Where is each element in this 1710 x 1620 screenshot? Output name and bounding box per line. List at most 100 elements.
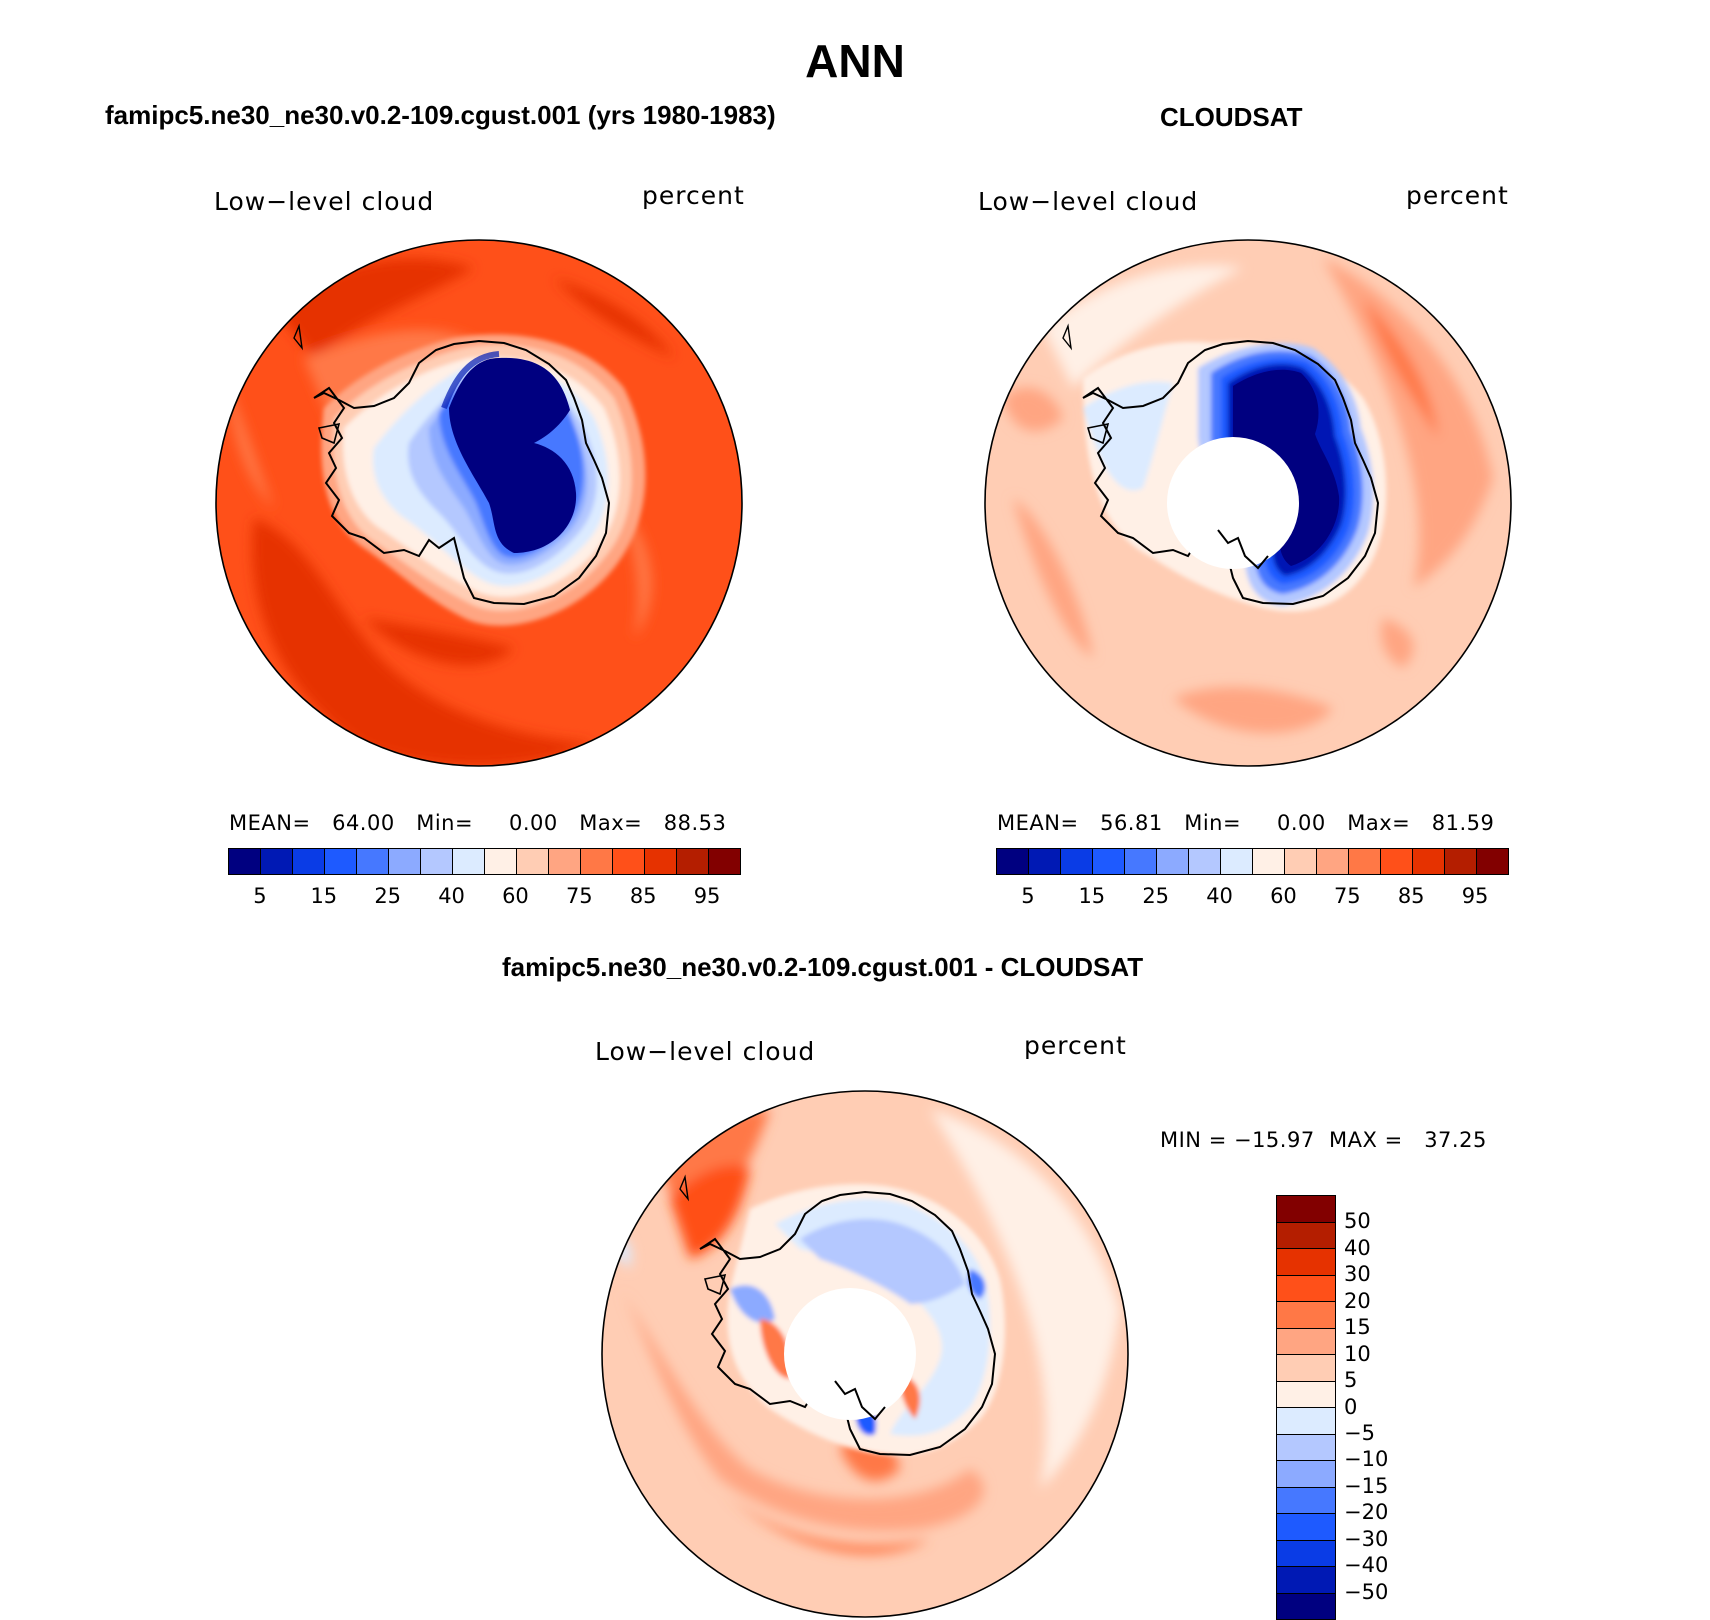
colorbar-swatch: [1349, 849, 1381, 874]
colorbar-swatch: [1125, 849, 1157, 874]
polar-map-diff: [601, 1090, 1129, 1618]
colorbar-model: [228, 848, 741, 875]
colorbar-swatch: [1157, 849, 1189, 874]
colorbar-tick-label: 60: [1270, 884, 1297, 908]
colorbar-swatch: [997, 849, 1029, 874]
colorbar-swatch: [1277, 1355, 1335, 1382]
colorbar-swatch: [613, 849, 645, 874]
colorbar-swatch: [549, 849, 581, 874]
colorbar-tick-label: −15: [1344, 1473, 1389, 1498]
colorbar-tick-label: 95: [1461, 884, 1489, 908]
colorbar-ticks-model: 5 15 25 40 60 75 85 95: [228, 884, 739, 910]
colorbar-swatch: [1189, 849, 1221, 874]
colorbar-swatch: [677, 849, 709, 874]
colorbar-tick-label: −30: [1344, 1526, 1389, 1551]
colorbar-swatch: [1277, 1567, 1335, 1594]
colorbar-ticks-diff: 50 40 30 20 15 10 5 0 −5 −10 −15 −20 −30 −40 −50: [1344, 1195, 1424, 1618]
colorbar-tick-label: 40: [1206, 884, 1233, 908]
colorbar-swatch: [421, 849, 453, 874]
colorbar-tick-label: −40: [1344, 1553, 1389, 1578]
colorbar-swatch: [1277, 1222, 1335, 1249]
colorbar-tick-label: 40: [1344, 1235, 1371, 1260]
colorbar-tick-label: 25: [1142, 884, 1170, 908]
colorbar-swatch: [1277, 1461, 1335, 1488]
diff-field: [602, 1091, 1128, 1617]
map-border-model: [215, 239, 743, 767]
colorbar-swatch: [1381, 849, 1413, 874]
colorbar-tick-label: −10: [1344, 1447, 1389, 1472]
colorbar-swatch: [1277, 1487, 1335, 1514]
panel-title-obs: CLOUDSAT: [1160, 102, 1303, 132]
colorbar-swatch: [1277, 1275, 1335, 1302]
panel-title-model: famipc5.ne30_ne30.v0.2-109.cgust.001 (yr…: [105, 100, 776, 130]
colorbar-tick-label: 15: [310, 884, 338, 908]
colorbar-swatch: [645, 849, 677, 874]
polar-map-obs: [984, 239, 1512, 767]
colorbar-tick-label: 85: [1397, 884, 1425, 908]
colorbar-swatch: [1477, 849, 1508, 874]
colorbar-swatch: [1317, 849, 1349, 874]
colorbar-swatch: [1093, 849, 1125, 874]
colorbar-swatch: [1277, 1381, 1335, 1408]
colorbar-tick-label: −50: [1344, 1579, 1389, 1604]
colorbar-diff: [1276, 1195, 1336, 1620]
colorbar-tick-label: 20: [1344, 1288, 1371, 1313]
colorbar-swatch: [1277, 1302, 1335, 1329]
units-label-diff: percent: [1024, 1031, 1127, 1060]
colorbar-swatch: [1277, 1540, 1335, 1567]
colorbar-tick-label: 40: [438, 884, 465, 908]
colorbar-swatch: [1061, 849, 1093, 874]
colorbar-swatch: [1277, 1196, 1335, 1223]
colorbar-tick-label: 10: [1344, 1341, 1371, 1366]
colorbar-swatch: [1277, 1514, 1335, 1541]
colorbar-swatch: [517, 849, 549, 874]
colorbar-tick-label: 30: [1344, 1262, 1371, 1287]
map-border-obs: [984, 239, 1512, 767]
colorbar-tick-label: 5: [253, 884, 267, 908]
stats-diff: MIN = −15.97 MAX = 37.25: [1160, 1128, 1487, 1152]
obs-field: [985, 240, 1511, 766]
figure-title: ANN: [805, 35, 905, 87]
colorbar-tick-label: −5: [1344, 1420, 1375, 1445]
colorbar-swatch: [1277, 1249, 1335, 1276]
colorbar-swatch: [229, 849, 261, 874]
colorbar-swatch: [1285, 849, 1317, 874]
units-label-model: percent: [642, 181, 745, 210]
variable-label-obs: Low−level cloud: [978, 187, 1199, 216]
colorbar-tick-label: 15: [1344, 1315, 1371, 1340]
model-field: [216, 240, 742, 766]
colorbar-tick-label: 95: [693, 884, 721, 908]
colorbar-tick-label: 85: [629, 884, 657, 908]
colorbar-swatch: [1277, 1434, 1335, 1461]
variable-label-model: Low−level cloud: [214, 187, 435, 216]
colorbar-swatch: [1413, 849, 1445, 874]
colorbar-swatch: [1029, 849, 1061, 874]
colorbar-tick-label: 5: [1021, 884, 1035, 908]
colorbar-swatch: [1277, 1593, 1335, 1619]
colorbar-tick-label: 50: [1344, 1209, 1371, 1234]
variable-label-diff: Low−level cloud: [595, 1037, 816, 1066]
colorbar-swatch: [357, 849, 389, 874]
colorbar-tick-label: 15: [1078, 884, 1106, 908]
colorbar-ticks-obs: 5 15 25 40 60 75 85 95: [996, 884, 1507, 910]
polar-map-model: [215, 239, 743, 767]
colorbar-tick-label: 75: [565, 884, 593, 908]
colorbar-swatch: [485, 849, 517, 874]
colorbar-swatch: [1277, 1408, 1335, 1435]
colorbar-tick-label: 60: [502, 884, 529, 908]
colorbar-swatch: [1221, 849, 1253, 874]
colorbar-swatch: [261, 849, 293, 874]
panel-title-diff: famipc5.ne30_ne30.v0.2-109.cgust.001 - C…: [502, 952, 1144, 982]
stats-model: MEAN= 64.00 Min= 0.00 Max= 88.53: [229, 811, 727, 835]
stats-obs: MEAN= 56.81 Min= 0.00 Max= 81.59: [997, 811, 1495, 835]
colorbar-swatch: [1445, 849, 1477, 874]
colorbar-swatch: [709, 849, 740, 874]
colorbar-swatch: [389, 849, 421, 874]
colorbar-swatch: [1277, 1328, 1335, 1355]
colorbar-obs: [996, 848, 1509, 875]
colorbar-swatch: [453, 849, 485, 874]
colorbar-swatch: [581, 849, 613, 874]
colorbar-tick-label: 0: [1344, 1394, 1358, 1419]
colorbar-swatch: [293, 849, 325, 874]
colorbar-tick-label: −20: [1344, 1500, 1389, 1525]
